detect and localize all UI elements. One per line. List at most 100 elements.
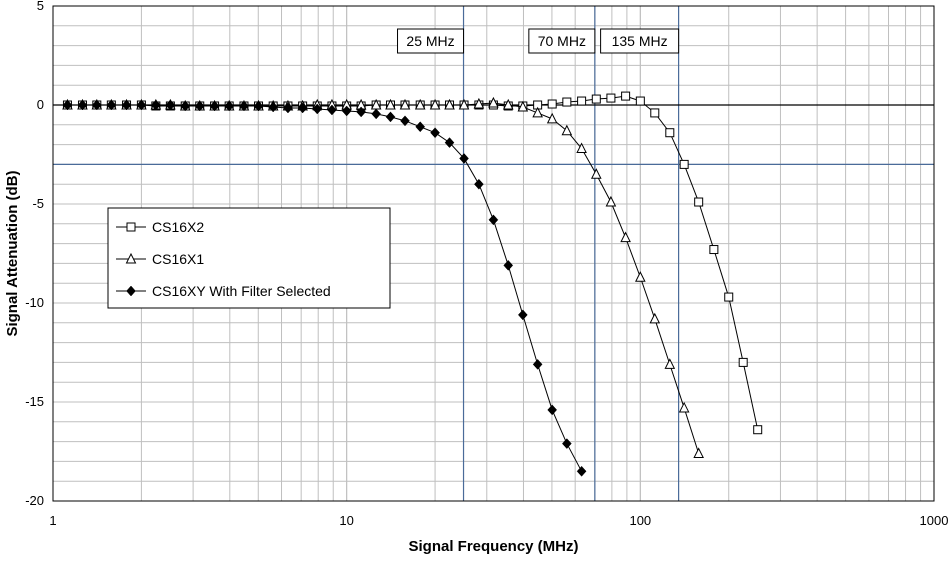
data-point-triangle: [678, 401, 690, 413]
annotation-label: 25 MHz: [406, 33, 454, 49]
data-point-square: [621, 91, 631, 101]
data-point-square: [126, 222, 136, 232]
data-point-diamond: [77, 99, 88, 111]
data-point-diamond: [224, 100, 235, 112]
annotation: 70 MHz: [528, 28, 596, 54]
annotation-box: [528, 28, 596, 54]
annotation: 25 MHz: [397, 28, 465, 54]
data-point-diamond: [488, 214, 499, 226]
x-axis-title: Signal Frequency (MHz): [408, 538, 578, 555]
x-tick-label: 100: [629, 513, 651, 528]
data-point-diamond: [503, 260, 514, 271]
data-point-triangle: [590, 168, 602, 179]
data-point-diamond: [474, 178, 484, 190]
data-point-diamond: [91, 99, 102, 111]
data-point-diamond: [136, 99, 147, 111]
data-point-diamond: [517, 309, 528, 321]
legend-entry: CS16XY With Filter Selected: [116, 283, 331, 299]
data-point-triangle: [664, 358, 676, 369]
data-point-triangle: [546, 112, 558, 124]
annotation-box: [600, 28, 680, 54]
data-point-triangle: [532, 106, 543, 118]
data-point-square: [562, 97, 572, 107]
data-point-square: [635, 96, 645, 106]
data-point-diamond: [547, 404, 558, 416]
legend: CS16X2 CS16X1 CS16XY With Filter Selected: [107, 207, 391, 309]
legend-label: CS16X1: [152, 251, 204, 267]
data-point-square: [591, 94, 601, 104]
data-point-diamond: [459, 153, 469, 164]
x-tick-label: 1: [49, 513, 56, 528]
data-point-triangle: [635, 271, 646, 282]
y-tick-label: -5: [32, 196, 44, 211]
data-point-diamond: [253, 100, 264, 112]
data-point-square: [694, 197, 704, 207]
data-point-diamond: [430, 127, 440, 139]
data-point-triangle: [414, 98, 426, 110]
x-tick-label: 1000: [920, 513, 949, 528]
data-point-diamond: [327, 104, 337, 116]
data-point-diamond: [180, 100, 191, 112]
data-point-triangle: [517, 100, 529, 112]
legend-label: CS16XY With Filter Selected: [152, 283, 331, 299]
data-point-triangle: [605, 195, 617, 207]
data-point-square: [577, 96, 587, 106]
data-point-triangle: [693, 447, 704, 458]
data-point-triangle: [429, 98, 441, 110]
data-point-diamond: [209, 100, 220, 112]
y-tick-label: 5: [37, 0, 44, 13]
legend-label: CS16X2: [152, 219, 204, 235]
data-point-diamond: [126, 285, 136, 297]
legend-entry: CS16X2: [116, 219, 204, 235]
y-tick-label: -10: [25, 295, 44, 310]
series-3: [62, 99, 587, 477]
data-point-triangle: [399, 98, 411, 110]
legend-entry: CS16X1: [116, 251, 204, 267]
data-point-diamond: [576, 465, 587, 477]
data-point-square: [650, 108, 660, 118]
data-point-diamond: [312, 103, 323, 115]
y-tick-label: -20: [25, 493, 44, 508]
data-point-diamond: [400, 115, 410, 127]
data-point-triangle: [473, 97, 485, 109]
data-point-triangle: [458, 98, 470, 110]
y-axis-title: Signal Attenuation (dB): [4, 170, 21, 336]
data-point-diamond: [106, 99, 117, 111]
data-point-triangle: [620, 231, 631, 243]
data-point-diamond: [385, 111, 396, 123]
data-point-diamond: [356, 106, 366, 118]
series-layer: [62, 91, 763, 477]
y-tick-label: -15: [25, 394, 44, 409]
annotation: 135 MHz: [600, 28, 680, 54]
data-point-square: [606, 93, 616, 103]
tick-labels: 1 10 100 1000 5 0 -5 -10 -15 -20: [25, 0, 948, 528]
data-point-square: [547, 99, 557, 109]
data-point-diamond: [194, 100, 205, 112]
data-point-triangle: [502, 98, 514, 110]
annotation-label: 135 MHz: [612, 33, 668, 49]
y-tick-label: 0: [37, 97, 44, 112]
data-point-diamond: [341, 105, 352, 117]
data-point-diamond: [268, 101, 279, 113]
data-point-square: [665, 128, 675, 138]
data-point-diamond: [283, 102, 293, 114]
data-point-square: [753, 425, 763, 435]
data-point-triangle: [444, 98, 455, 110]
data-point-triangle: [576, 142, 587, 154]
data-point-diamond: [297, 102, 308, 114]
legend-box: [107, 207, 391, 309]
data-point-diamond: [444, 137, 455, 148]
annotation-box: [397, 28, 465, 54]
data-point-square: [709, 245, 719, 255]
data-point-diamond: [151, 99, 161, 111]
data-point-triangle: [125, 252, 137, 264]
x-tick-label: 10: [339, 513, 353, 528]
annotation-label: 70 MHz: [538, 33, 586, 49]
annotations: 25 MHz 70 MHz 135 MHz: [397, 28, 680, 54]
data-point-triangle: [561, 124, 573, 136]
data-point-diamond: [371, 108, 381, 120]
data-point-diamond: [121, 99, 132, 111]
plot-area: [52, 5, 935, 502]
data-point-diamond: [415, 121, 426, 133]
